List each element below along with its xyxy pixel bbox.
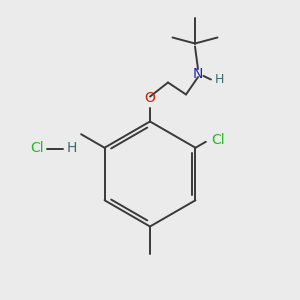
Text: N: N: [193, 67, 203, 80]
Text: Cl: Cl: [211, 133, 225, 146]
Text: Cl: Cl: [30, 142, 43, 155]
Text: H: H: [67, 142, 77, 155]
Text: O: O: [145, 91, 155, 105]
Text: H: H: [214, 73, 224, 86]
